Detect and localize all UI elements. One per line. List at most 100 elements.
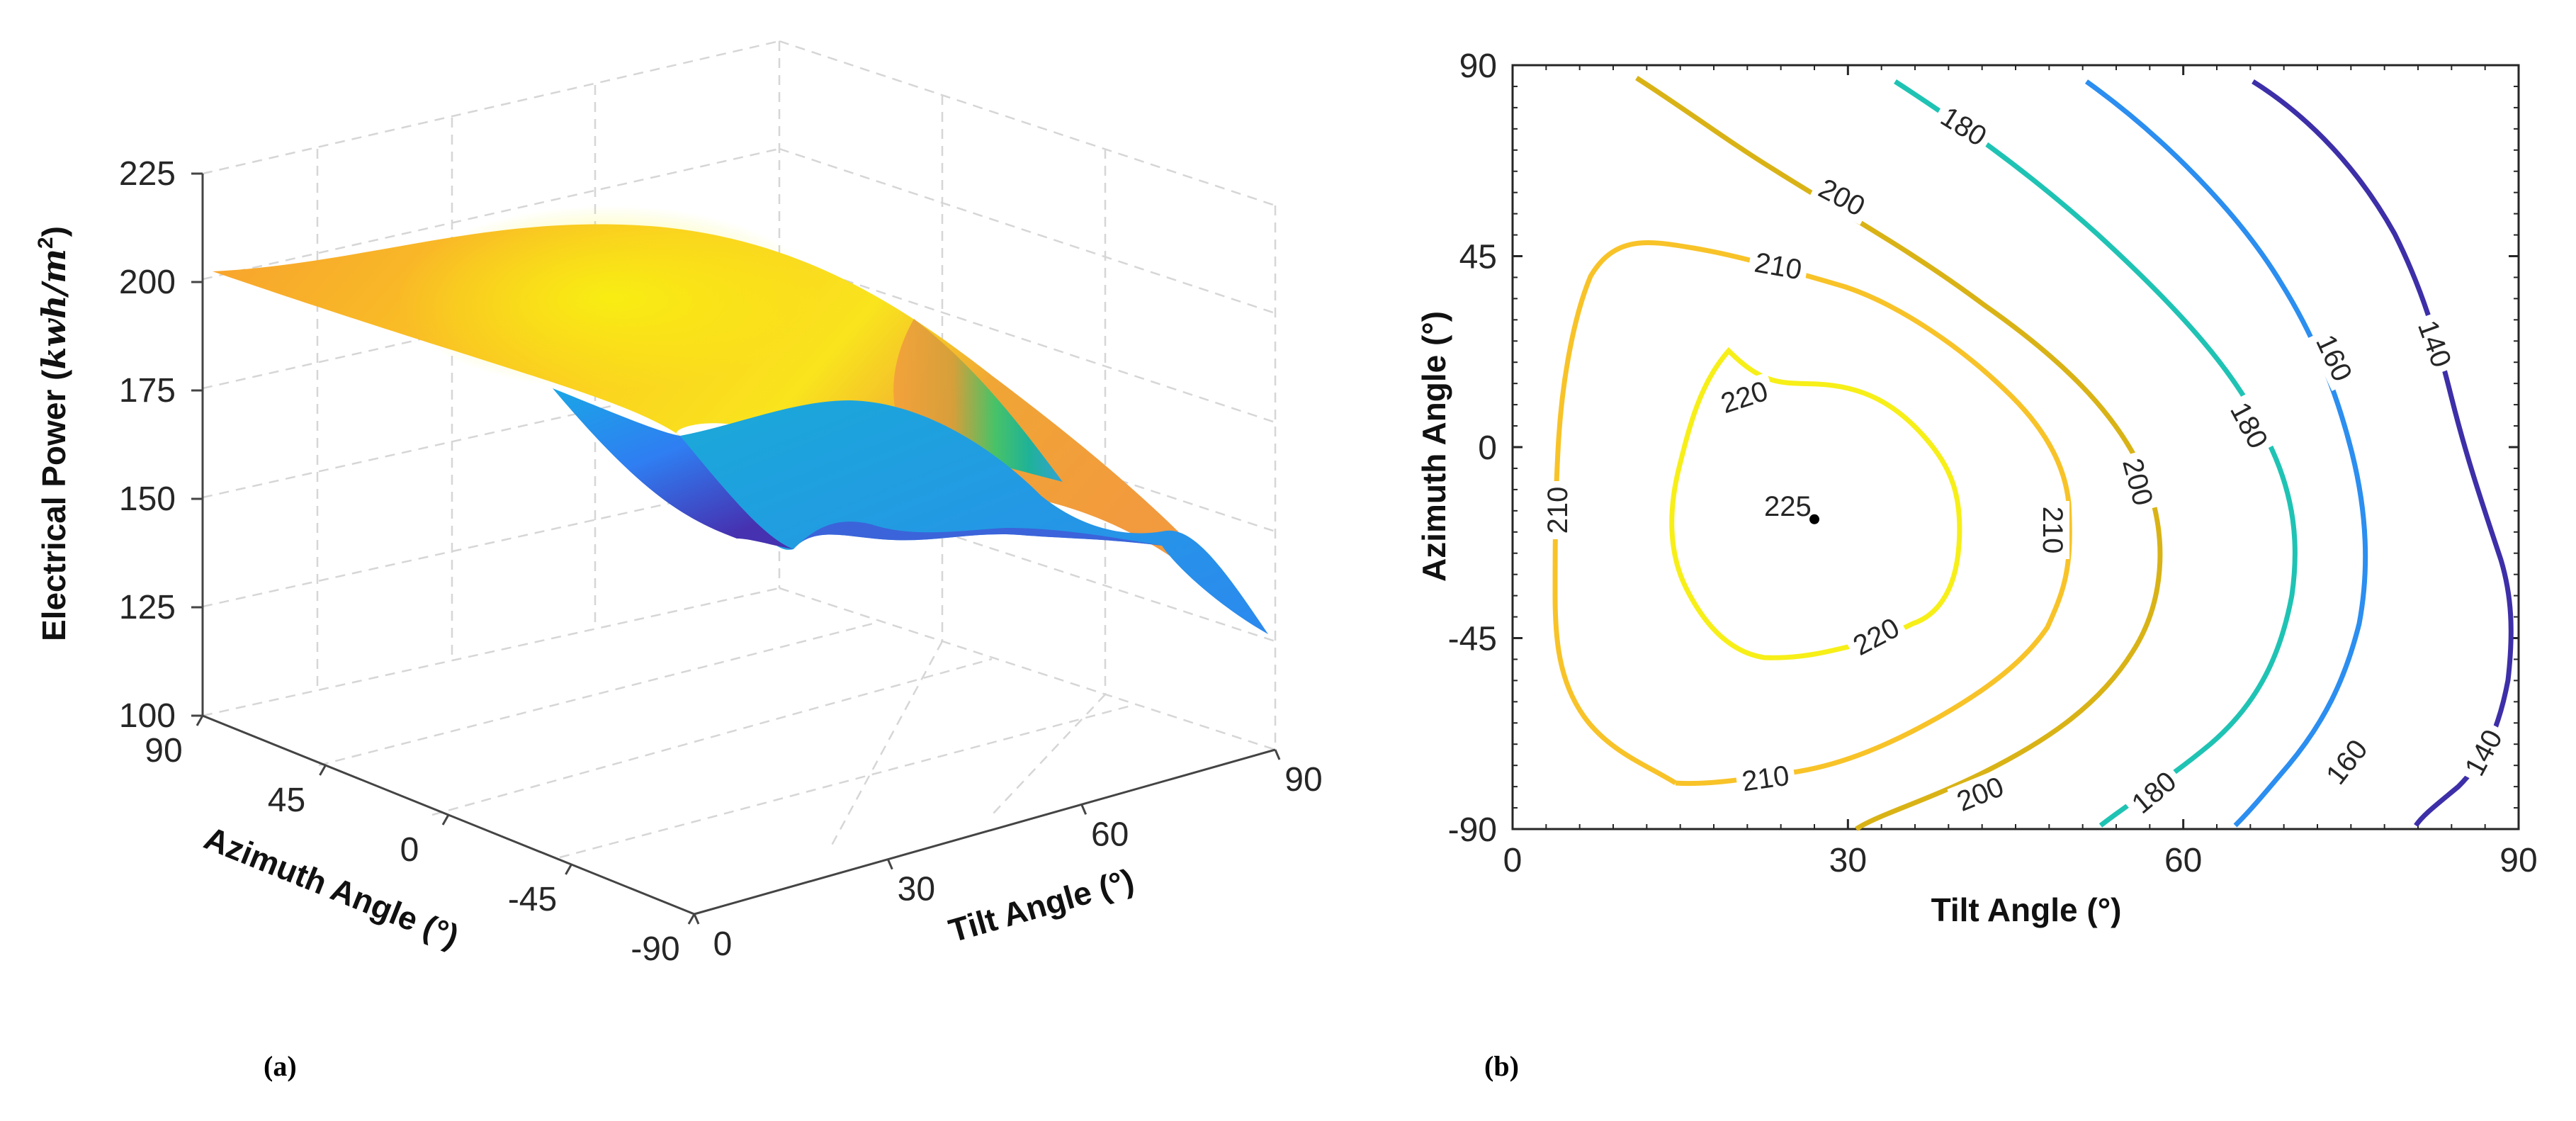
- azimuth-axis-label: Azimuth Angle (°): [199, 819, 464, 954]
- contour-label-bg: [1931, 96, 1997, 156]
- surface-low-region: [553, 388, 793, 549]
- panel-a-surface-plot: 225 200 175 150 125 100 90 45 0 -45 -90 0 30 60 90 E…: [34, 40, 1323, 1082]
- azimuth-tick: [687, 913, 696, 925]
- contour-label-bg: [1711, 372, 1778, 422]
- y-tick-label: 90: [1459, 47, 1497, 85]
- contour-line-180: [1894, 79, 2298, 828]
- grid-line: [779, 147, 1276, 315]
- contour-label-text: 200: [2116, 455, 2159, 509]
- contour-label-bg: [2115, 449, 2162, 514]
- grid-line: [202, 367, 780, 499]
- contour-line-210: [1552, 240, 2072, 787]
- contour-label-200: 200: [2115, 449, 2162, 514]
- x-tick-label: 30: [1829, 842, 1867, 879]
- contour-label-bg: [2307, 325, 2362, 391]
- tilt-axis-label-b: Tilt Angle (°): [1931, 891, 2122, 928]
- z-tick-label: 150: [119, 480, 176, 518]
- contour-label-210: 210: [1541, 481, 1574, 539]
- surface-peak-highlight: [397, 205, 822, 390]
- contour-label-220: 220: [1843, 608, 1909, 665]
- contour-label-bg: [1843, 608, 1909, 665]
- grid-line: [559, 704, 1134, 859]
- azimuth-tick-label: -90: [631, 930, 679, 968]
- panel-label-a: (a): [264, 1050, 297, 1082]
- tilt-tick: [1080, 804, 1088, 815]
- axis-tick-labels: 0 30 60 90 90 45 0 -45 -90: [1448, 47, 2538, 879]
- azimuth-tick-labels: 90 45 0 -45 -90: [145, 715, 696, 968]
- tilt-tick-label: 30: [898, 871, 935, 908]
- grid-line: [202, 40, 780, 175]
- plot-frame: [1511, 64, 2520, 830]
- panel-b-contour-plot: 0 30 60 90 90 45 0 -45 -90 220 220 210 210 210 210 200…: [1416, 47, 2538, 1082]
- contour-line-200: [1635, 76, 2163, 831]
- contour-label-bg: [1809, 169, 1875, 225]
- grid-line: [202, 147, 780, 281]
- azimuth-tick: [441, 814, 450, 826]
- contour-label-bg: [2315, 728, 2378, 795]
- contour-label-140: 140: [2455, 719, 2512, 786]
- grid-line: [431, 658, 993, 816]
- contour-line-160: [2084, 79, 2368, 828]
- z-tick-label: 125: [119, 589, 176, 626]
- x-tick-label: 90: [2499, 842, 2537, 879]
- max-point-label: 225: [1764, 491, 1812, 522]
- contour-label-210: 210: [1734, 757, 1797, 799]
- grid-line: [202, 478, 780, 608]
- axis-ticks: [1511, 64, 2520, 830]
- azimuth-tick: [565, 864, 572, 875]
- grid-line: [991, 694, 1106, 816]
- contour-label-text: 210: [1740, 760, 1791, 798]
- grid-line: [202, 587, 780, 717]
- z-tick-label: 100: [119, 697, 176, 735]
- contour-label-bg: [2221, 392, 2278, 458]
- z-tick-label: 200: [119, 264, 176, 301]
- azimuth-axis-label-b: Azimuth Angle (°): [1416, 311, 1452, 582]
- tilt-tick-label: 60: [1091, 816, 1129, 853]
- panel-label-b: (b): [1484, 1050, 1519, 1082]
- contour-label-text: 210: [1542, 487, 1574, 534]
- y-tick-label: 0: [1478, 429, 1497, 467]
- contour-label-bg: [2455, 719, 2512, 786]
- max-point-marker: [1809, 514, 1819, 524]
- contour-label-bg: [2037, 501, 2069, 559]
- azimuth-tick-label: -45: [508, 881, 557, 918]
- tilt-tick-labels: 0 30 60 90: [693, 749, 1323, 963]
- grid-line: [827, 641, 944, 851]
- tilt-tick-label: 0: [713, 925, 733, 963]
- tilt-axis-label: Tilt Angle (°): [944, 862, 1138, 950]
- contour-label-bg: [1541, 481, 1574, 539]
- grid-line: [779, 257, 1276, 424]
- azimuth-tick-label: 0: [400, 831, 419, 869]
- contour-label-text: 220: [1717, 376, 1772, 419]
- contour-label-bg: [1734, 757, 1797, 799]
- contour-label-bg: [2120, 761, 2187, 823]
- contour-label-bg: [2410, 310, 2461, 377]
- z-axis-label: Electrical Power (kwh/m2): [34, 226, 73, 641]
- azimuth-tick-label: 45: [268, 782, 305, 819]
- x-tick-label: 0: [1503, 842, 1523, 879]
- y-tick-label: 45: [1459, 239, 1497, 276]
- contour-label-bg: [1746, 244, 1810, 287]
- tilt-tick: [886, 859, 893, 870]
- tilt-tick-label: 90: [1284, 761, 1322, 799]
- contour-label-210: 210: [1746, 244, 1810, 287]
- z-tick-label: 175: [119, 372, 176, 410]
- azimuth-tick: [196, 715, 204, 726]
- z-tick-label: 225: [119, 155, 176, 193]
- x-tick-label: 60: [2164, 842, 2202, 879]
- contour-label-160: 160: [2315, 728, 2378, 795]
- grid-line: [779, 40, 1276, 207]
- grid-line: [779, 587, 1276, 751]
- z-tick-labels: 225 200 175 150 125 100: [119, 155, 203, 735]
- y-tick-label: -90: [1448, 811, 1497, 849]
- tilt-axis-line: [694, 748, 1276, 916]
- contour-label-210: 210: [2037, 501, 2069, 559]
- contour-label-text: 210: [2037, 507, 2068, 554]
- grid-line: [318, 621, 879, 767]
- contour-label-220: 220: [1711, 372, 1778, 422]
- contour-line-140: [2252, 79, 2514, 828]
- tilt-tick: [693, 913, 700, 925]
- y-tick-label: -45: [1448, 621, 1497, 658]
